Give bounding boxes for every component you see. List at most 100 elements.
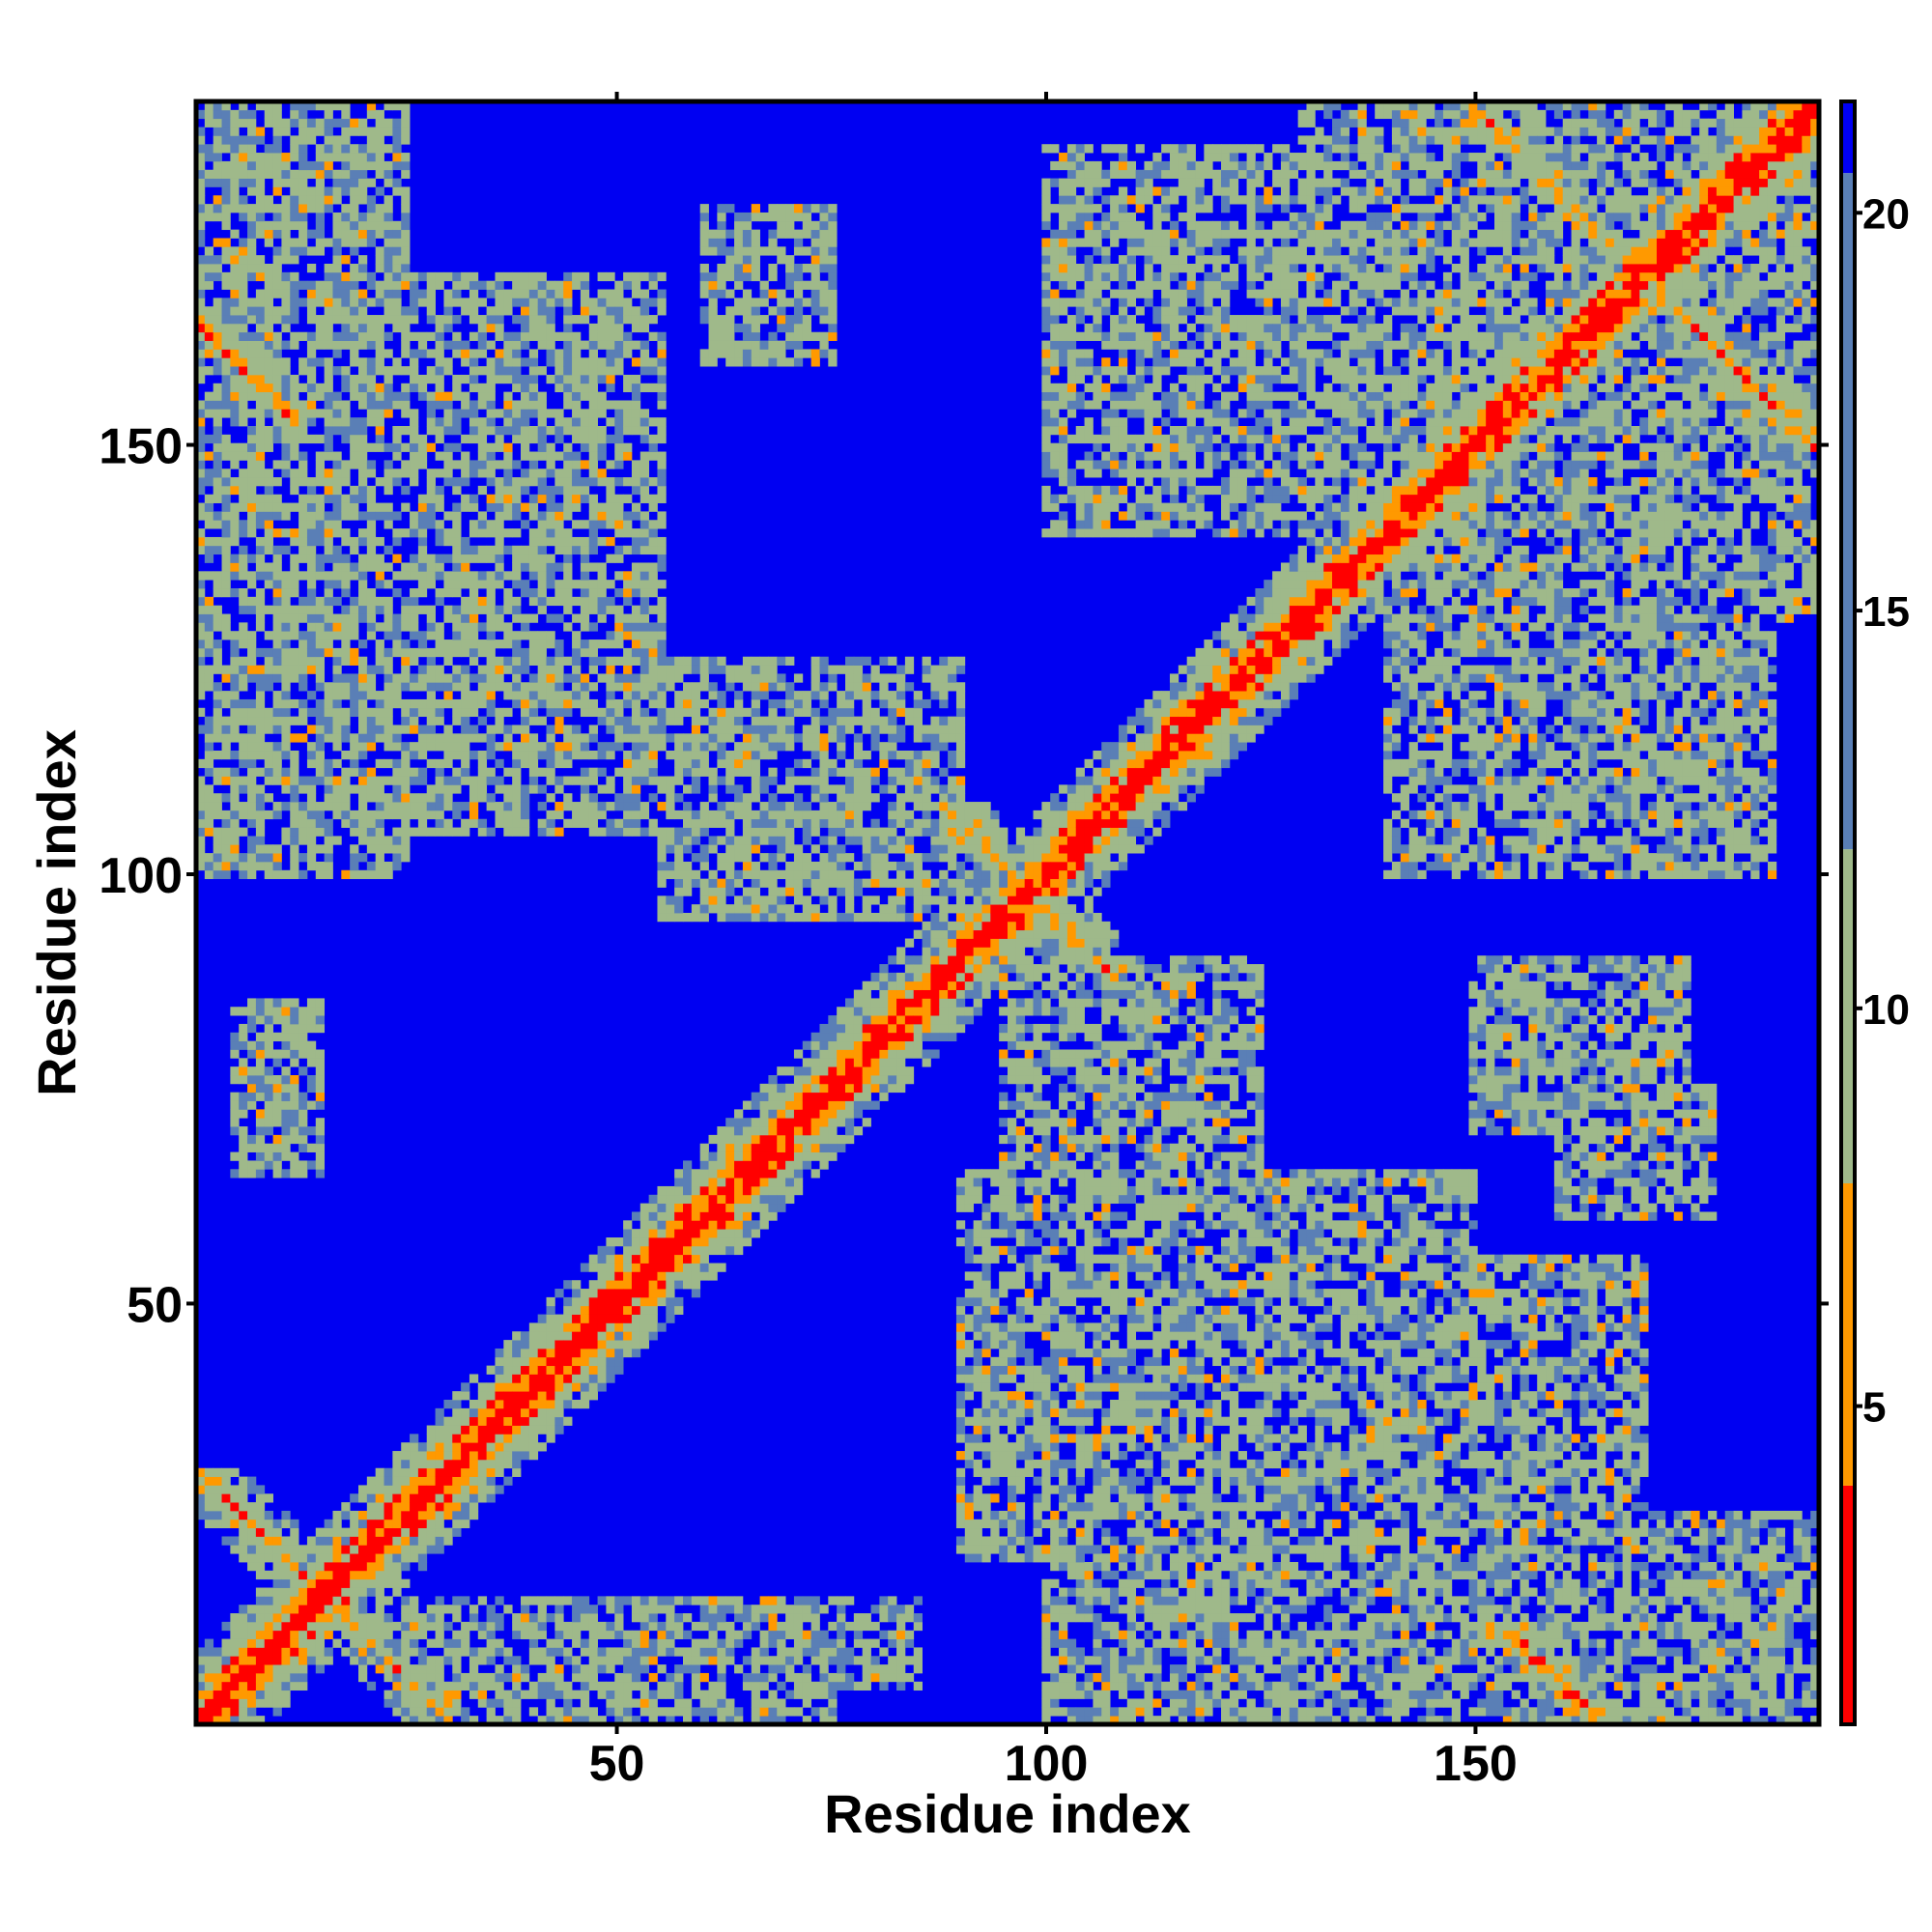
heatmap-cell — [606, 331, 615, 341]
heatmap-cell — [452, 1638, 462, 1648]
heatmap-cell — [375, 1664, 384, 1674]
heatmap-cell — [239, 135, 248, 145]
heatmap-cell — [324, 366, 333, 376]
heatmap-cell — [443, 528, 453, 538]
heatmap-cell — [306, 477, 317, 487]
heatmap-cell — [546, 280, 555, 290]
heatmap-cell — [315, 733, 326, 743]
heatmap-cell — [554, 469, 564, 478]
heatmap-cell — [401, 160, 411, 171]
heatmap-cell — [512, 810, 522, 820]
heatmap-cell — [290, 1007, 299, 1016]
heatmap-cell — [247, 1553, 257, 1563]
heatmap-cell — [230, 562, 240, 572]
heatmap-cell — [350, 178, 359, 187]
heatmap-cell — [580, 1391, 590, 1401]
heatmap-cell — [580, 1289, 590, 1298]
heatmap-cell — [358, 793, 368, 803]
heatmap-cell — [435, 639, 444, 649]
heatmap-cell — [306, 485, 317, 496]
heatmap-cell — [350, 1605, 359, 1614]
heatmap-cell — [495, 1621, 504, 1632]
heatmap-cell — [332, 1510, 342, 1520]
heatmap-cell — [503, 1340, 513, 1350]
heatmap-cell — [572, 536, 582, 547]
heatmap-cell — [666, 869, 675, 880]
heatmap-cell — [572, 349, 582, 358]
heatmap-cell — [358, 869, 368, 880]
heatmap-cell — [426, 1681, 436, 1691]
heatmap-cell — [614, 554, 624, 563]
heatmap-cell — [401, 1698, 411, 1708]
heatmap-cell — [332, 1578, 342, 1588]
heatmap-cell — [392, 144, 402, 154]
heatmap-cell — [255, 536, 266, 547]
heatmap-cell — [306, 656, 317, 666]
heatmap-cell — [435, 374, 444, 384]
heatmap-cell — [443, 323, 453, 333]
heatmap-cell — [623, 1289, 633, 1298]
heatmap-cell — [255, 1587, 266, 1597]
heatmap-cell — [461, 1391, 470, 1401]
heatmap-cell — [546, 528, 555, 538]
heatmap-cell — [648, 1263, 658, 1272]
heatmap-cell — [332, 742, 342, 752]
heatmap-cell — [366, 818, 377, 828]
heatmap-cell — [486, 580, 496, 589]
heatmap-cell — [503, 802, 513, 811]
heatmap-cell — [588, 751, 598, 760]
heatmap-cell — [358, 212, 368, 222]
heatmap-cell — [272, 1007, 282, 1016]
heatmap-cell — [477, 451, 488, 461]
heatmap-cell — [631, 511, 641, 521]
heatmap-cell — [392, 289, 402, 298]
heatmap-cell — [255, 220, 266, 231]
heatmap-cell — [255, 469, 266, 478]
heatmap-cell — [580, 613, 590, 623]
heatmap-cell — [324, 400, 333, 410]
heatmap-cell — [281, 426, 291, 436]
heatmap-cell — [255, 289, 266, 298]
heatmap-cell — [648, 1707, 658, 1717]
heatmap-cell — [597, 1681, 607, 1691]
heatmap-cell — [521, 1382, 530, 1392]
heatmap-cell — [426, 1698, 436, 1708]
heatmap-cell — [306, 434, 317, 444]
heatmap-cell — [264, 1681, 273, 1691]
heatmap-cell — [332, 195, 342, 205]
heatmap-cell — [528, 742, 539, 752]
heatmap-cell — [435, 802, 444, 811]
heatmap-cell — [281, 246, 291, 256]
heatmap-cell — [410, 622, 419, 632]
heatmap-cell — [384, 1476, 393, 1486]
heatmap-cell — [537, 656, 547, 666]
heatmap-cell — [366, 144, 377, 154]
heatmap-cell — [563, 1280, 573, 1290]
heatmap-cell — [375, 289, 384, 298]
heatmap-cell — [264, 1527, 273, 1537]
heatmap-cell — [350, 306, 359, 316]
heatmap-cell — [691, 1596, 701, 1605]
heatmap-cell — [537, 1348, 547, 1358]
heatmap-cell — [272, 631, 282, 640]
heatmap-cell — [315, 127, 326, 136]
heatmap-cell — [213, 724, 222, 734]
heatmap-cell — [410, 280, 419, 290]
heatmap-cell — [332, 698, 342, 709]
heatmap-cell — [691, 1289, 701, 1298]
heatmap-cell — [435, 758, 444, 769]
heatmap-cell — [503, 426, 513, 436]
heatmap-cell — [332, 409, 342, 418]
heatmap-cell — [213, 135, 222, 145]
heatmap-cell — [332, 836, 342, 845]
heatmap-cell — [350, 622, 359, 632]
heatmap-cell — [528, 639, 539, 649]
heatmap-cell — [392, 1536, 402, 1546]
heatmap-cell — [306, 1578, 317, 1588]
heatmap-cell — [546, 485, 555, 496]
heatmap-cell — [631, 742, 641, 752]
heatmap-cell — [221, 1707, 231, 1717]
heatmap-cell — [221, 545, 231, 555]
heatmap-cell — [255, 409, 266, 418]
